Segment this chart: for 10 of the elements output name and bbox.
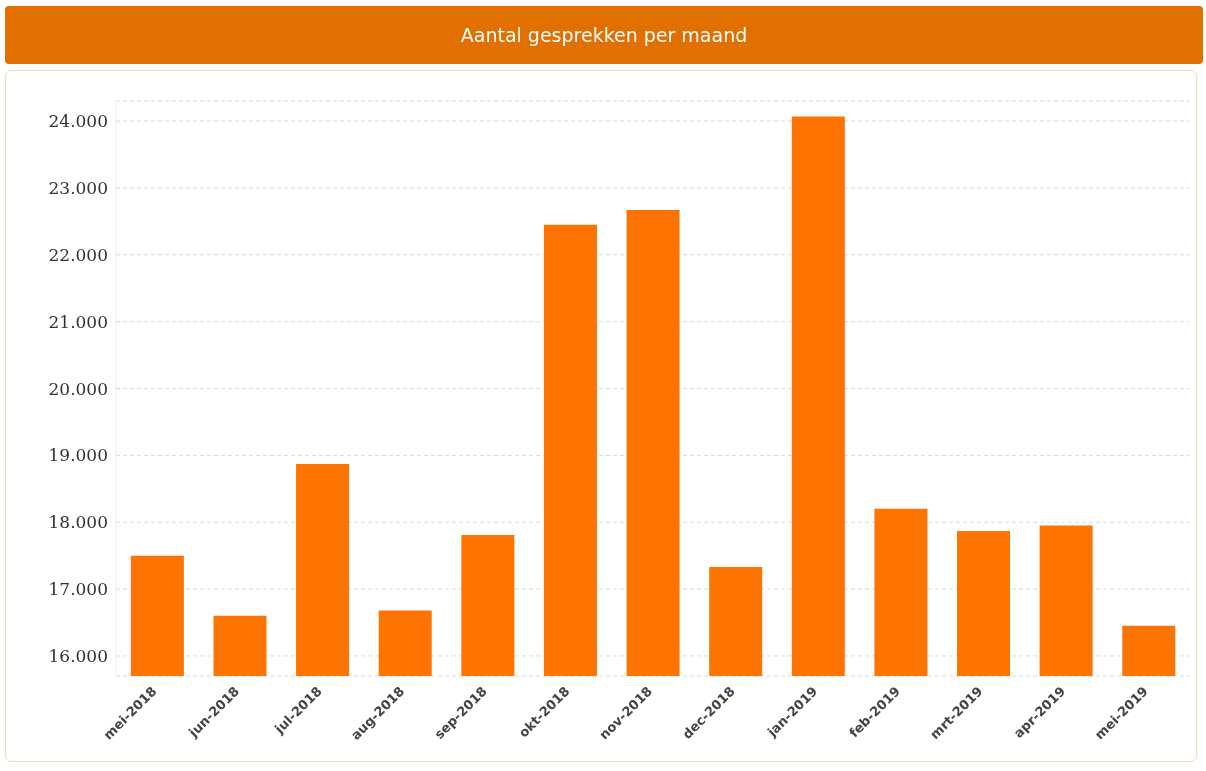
chart-title: Aantal gesprekken per maand bbox=[5, 6, 1203, 64]
y-tick-label: 21.000 bbox=[48, 311, 108, 332]
y-tick-label: 20.000 bbox=[48, 378, 108, 399]
y-tick-label: 16.000 bbox=[48, 645, 108, 666]
y-tick-label: 22.000 bbox=[48, 244, 108, 265]
y-tick-label: 18.000 bbox=[48, 512, 108, 533]
y-tick-label: 24.000 bbox=[48, 111, 108, 132]
y-tick-label: 17.000 bbox=[48, 579, 108, 600]
y-tick-label: 19.000 bbox=[48, 445, 108, 466]
y-tick-label: 23.000 bbox=[48, 177, 108, 198]
